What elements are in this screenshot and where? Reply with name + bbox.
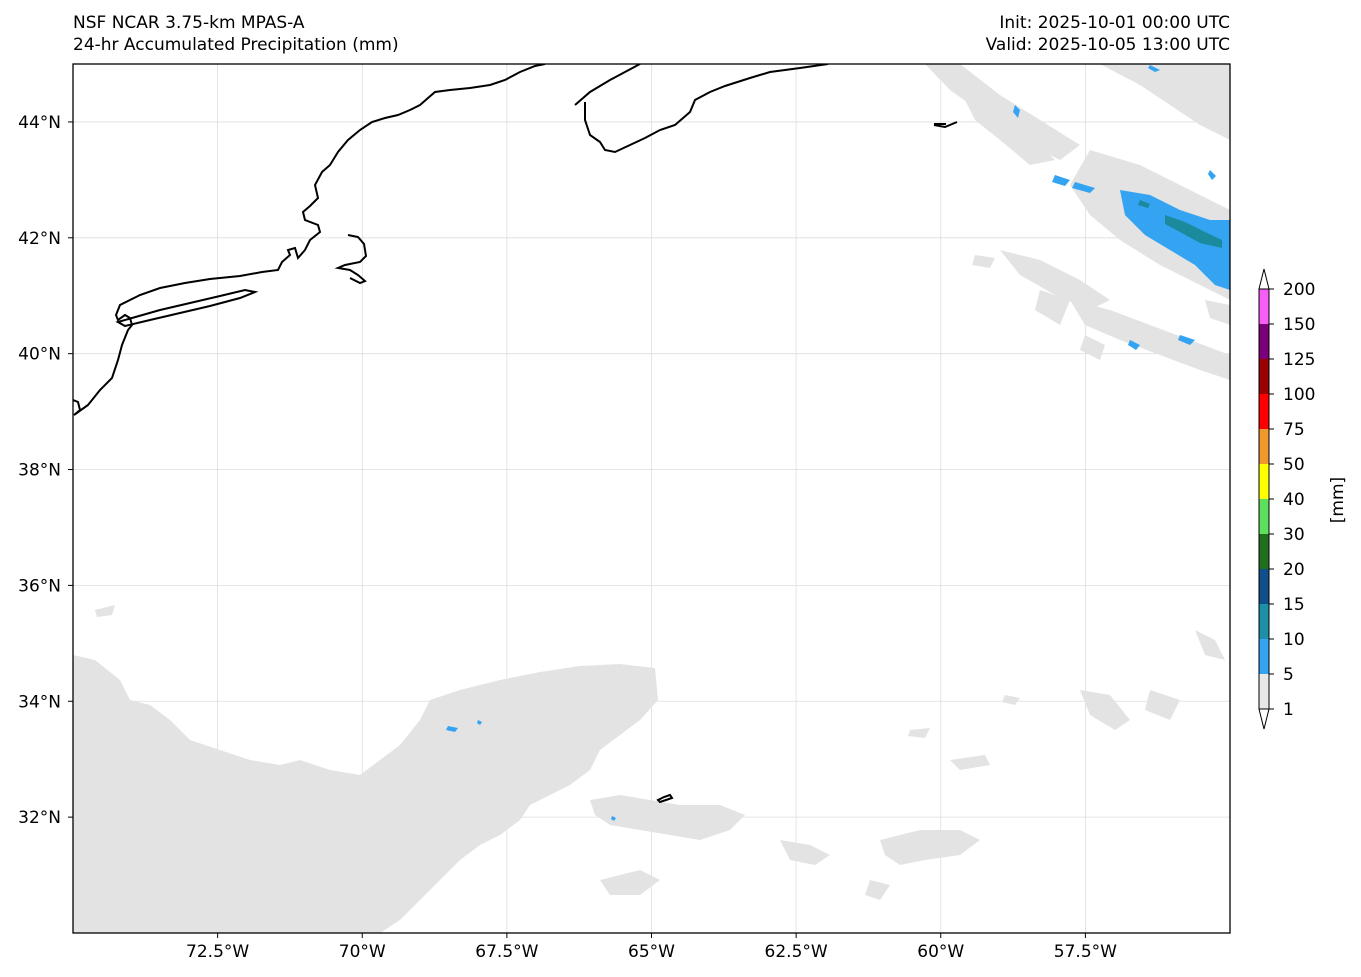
colorbar-segment (1259, 289, 1269, 324)
colorbar-segment (1259, 674, 1269, 709)
lon-tick-label: 60°W (917, 942, 964, 962)
colorbar-tick-label: 10 (1283, 630, 1305, 650)
colorbar-segment (1259, 359, 1269, 394)
lon-tick-label: 70°W (339, 942, 386, 962)
colorbar-segment (1259, 534, 1269, 569)
lat-tick-label: 40°N (18, 345, 61, 365)
colorbar-tick-label: 150 (1283, 315, 1315, 335)
us-east-coast (73, 64, 546, 416)
colorbar-tick-label: 100 (1283, 385, 1315, 405)
colorbar-segment (1259, 639, 1269, 674)
colorbar-tick-label: 15 (1283, 595, 1305, 615)
latitude-labels: 44°N 42°N 40°N 38°N 36°N 34°N 32°N (18, 113, 73, 828)
colorbar-segment (1259, 604, 1269, 639)
colorbar-tick-label: 1 (1283, 700, 1294, 720)
precip-fields (73, 64, 1230, 933)
light-precip-south (73, 605, 1225, 933)
lon-tick-label: 57.5°W (1054, 942, 1117, 962)
colorbar-tick-label: 40 (1283, 490, 1305, 510)
colorbar-unit-label: [mm] (1328, 477, 1348, 523)
lon-tick-label: 65°W (628, 942, 675, 962)
sable-island (933, 121, 958, 129)
lon-tick-label: 62.5°W (765, 942, 828, 962)
nova-scotia (574, 64, 829, 154)
lat-tick-label: 34°N (18, 692, 61, 712)
colorbar-tick-label: 125 (1283, 350, 1315, 370)
init-time: Init: 2025-10-01 00:00 UTC (999, 13, 1230, 33)
lat-tick-label: 38°N (18, 461, 61, 481)
heavier-precip (1138, 200, 1222, 248)
colorbar-tick-label: 5 (1283, 665, 1294, 685)
colorbar-tick-label: 30 (1283, 525, 1305, 545)
bermuda (656, 793, 674, 804)
coastlines (73, 64, 958, 804)
colorbar-tick-label: 200 (1283, 280, 1315, 300)
lat-tick-label: 44°N (18, 113, 61, 133)
lat-tick-label: 32°N (18, 808, 61, 828)
colorbar-tick-label: 75 (1283, 420, 1305, 440)
moderate-precip (446, 65, 1230, 821)
colorbar-segment (1259, 499, 1269, 534)
colorbar-tick-label: 20 (1283, 560, 1305, 580)
colorbar-segment (1259, 569, 1269, 604)
figure-title-left: NSF NCAR 3.75-km MPAS-A 24-hr Accumulate… (73, 12, 399, 56)
lat-tick-label: 42°N (18, 229, 61, 249)
long-island (115, 288, 259, 328)
lon-tick-label: 72.5°W (186, 942, 249, 962)
lon-tick-label: 67.5°W (475, 942, 538, 962)
longitude-labels: 72.5°W 70°W 67.5°W 65°W 62.5°W 60°W 57.5°W (186, 933, 1117, 962)
colorbar-min-extension (1258, 708, 1270, 730)
colorbar-segment (1259, 464, 1269, 499)
colorbar-tick-label: 50 (1283, 455, 1305, 475)
field-name: 24-hr Accumulated Precipitation (mm) (73, 35, 399, 55)
lat-tick-label: 36°N (18, 576, 61, 596)
colorbar-segment (1259, 429, 1269, 464)
valid-time: Valid: 2025-10-05 13:00 UTC (985, 35, 1230, 55)
model-name: NSF NCAR 3.75-km MPAS-A (73, 13, 305, 33)
colorbar-segment (1259, 324, 1269, 359)
colorbar-max-extension (1258, 268, 1270, 290)
figure-title-right: Init: 2025-10-01 00:00 UTC Valid: 2025-1… (986, 12, 1230, 56)
colorbar-segment (1259, 394, 1269, 429)
cape-cod (334, 234, 368, 285)
